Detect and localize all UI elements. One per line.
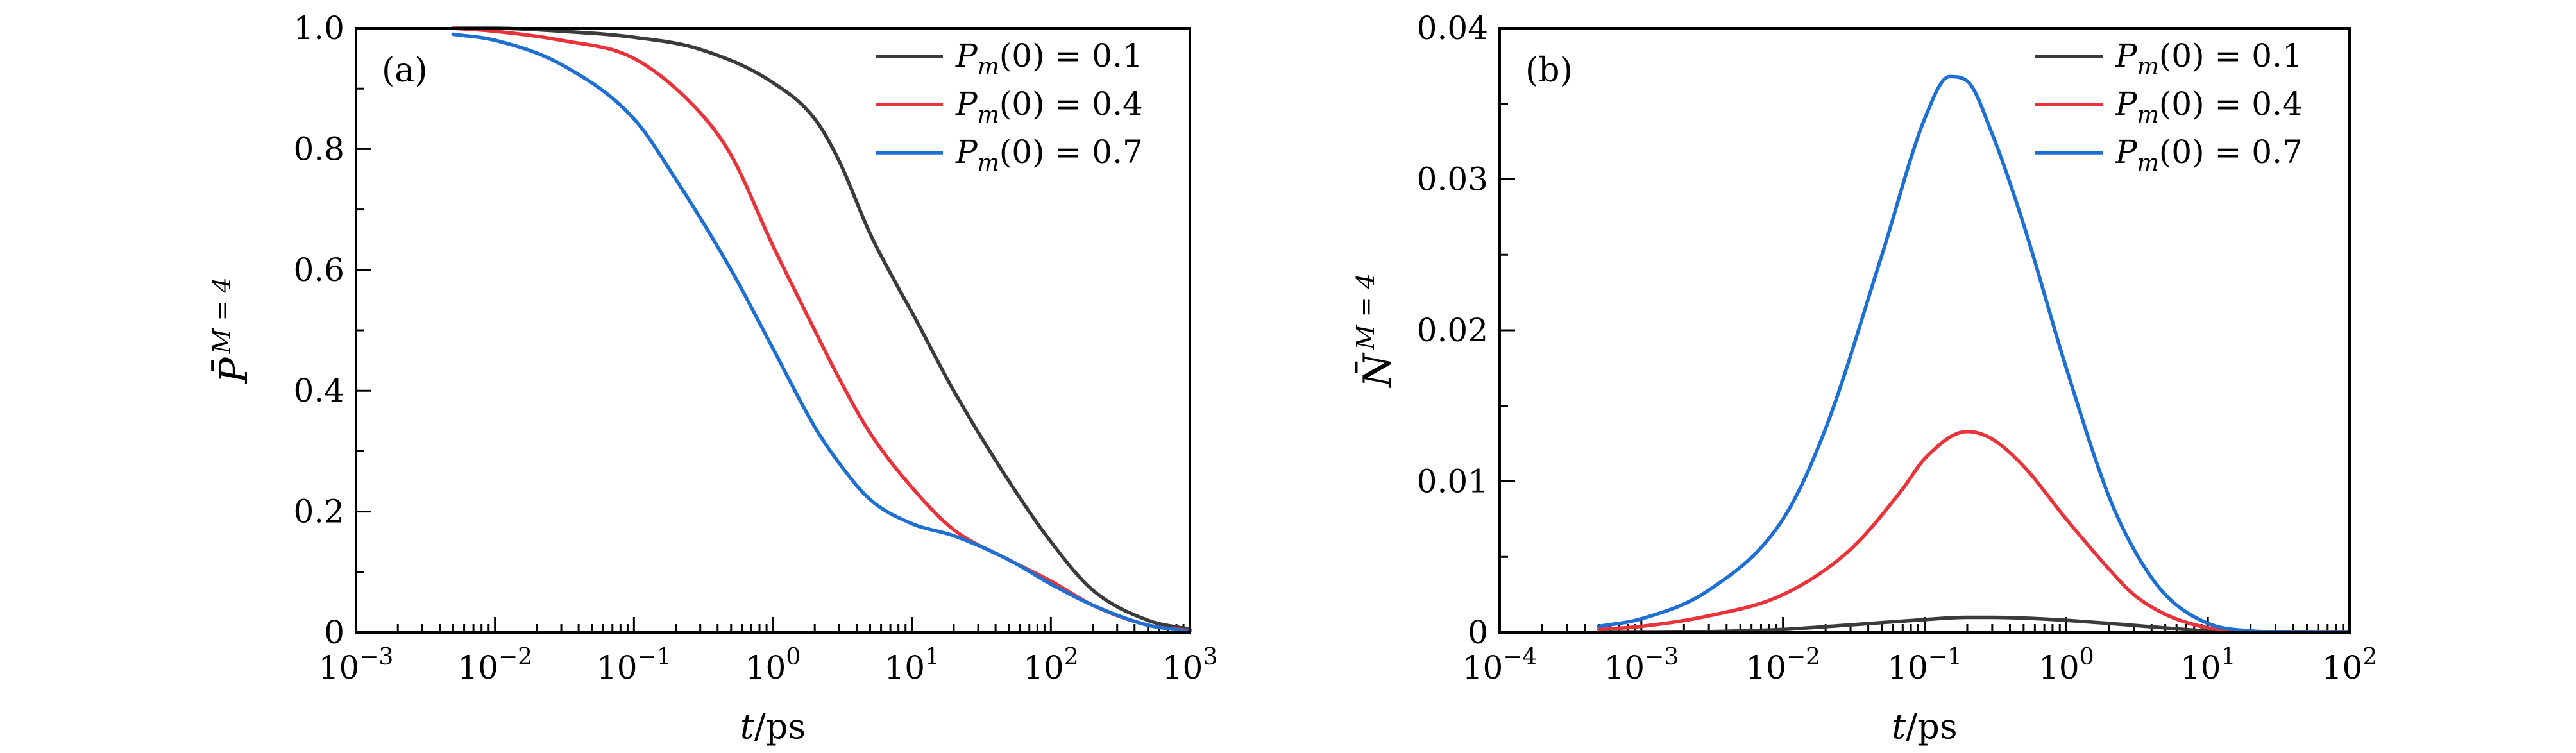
- panel-a-y-tick-label: 0.6: [293, 251, 344, 289]
- panel-a-x-tick-label: 10−2: [457, 644, 532, 686]
- panel-b-legend-entry-3: Pm(0) = 0.7: [2115, 133, 2303, 176]
- panel-a-frame: [355, 27, 1191, 634]
- panel-b-series-line-3: [1597, 74, 2351, 634]
- panel-a-y-tick-label: 0.4: [293, 372, 344, 409]
- panel-b-y-tick-label: 0.02: [1417, 312, 1488, 349]
- panel-b-legend-entry-1: Pm(0) = 0.1: [2115, 37, 2303, 80]
- panel-b-series-line-2: [1597, 430, 2351, 634]
- panel-a-x-tick-label: 10−1: [597, 644, 672, 686]
- panel-a-y-tick-label: 0.8: [293, 130, 344, 167]
- panel-b-y-tick-label: 0: [1468, 614, 1488, 651]
- panel-b-y-axis-label: N̄M = 4: [1352, 273, 1400, 389]
- panel-a-x-tick-label: 102: [1023, 644, 1079, 686]
- panel-b-frame: [1498, 27, 2351, 634]
- chart-panel-b: 10−4 10−3 10−2 10−1 100 101 102 0 0.01 0.02 0.03 0.…: [1352, 10, 2377, 747]
- panel-b-tick-labels: 10−4 10−3 10−2 10−1 100 101 102 0 0.01 0.02 0.03 0.…: [1417, 10, 2378, 686]
- chart-panel-a: 10−3 10−2 10−1 100 101 102 103 0 0.2 0.4 0.6 0.8 1.0…: [208, 10, 1217, 747]
- panel-a-x-tick-label: 100: [745, 644, 801, 686]
- panel-a-legend: Pm(0) = 0.1 Pm(0) = 0.4 Pm(0) = 0.7: [876, 37, 1143, 176]
- panel-a-legend-entry-2: Pm(0) = 0.4: [955, 85, 1143, 128]
- panel-a-ticks: [355, 27, 1191, 634]
- panel-b-y-tick-label: 0.03: [1417, 161, 1488, 198]
- panel-a-y-tick-label: 0.2: [293, 493, 344, 530]
- panel-b-x-tick-label: 10−3: [1604, 644, 1679, 686]
- panel-b-legend: Pm(0) = 0.1 Pm(0) = 0.4 Pm(0) = 0.7: [2035, 37, 2303, 176]
- panel-a-x-tick-label: 10−3: [319, 644, 394, 686]
- panel-b-x-tick-label: 10−1: [1887, 644, 1962, 686]
- panel-b-x-axis-label: t/ps: [1892, 706, 1957, 747]
- panel-a-tick-labels: 10−3 10−2 10−1 100 101 102 103 0 0.2 0.4 0.6 0.8 1.0: [293, 10, 1217, 686]
- panel-a-legend-entry-1: Pm(0) = 0.1: [955, 37, 1143, 80]
- panel-a-series-line-1: [451, 26, 1192, 632]
- panel-a-y-axis-label: P̄M = 4: [208, 277, 257, 384]
- panel-a-y-tick-label: 1.0: [293, 10, 344, 47]
- panel-a-series-line-2: [451, 26, 1192, 632]
- panel-b-y-tick-label: 0.04: [1417, 10, 1488, 47]
- panel-b-x-tick-label: 10−2: [1745, 644, 1820, 686]
- panel-b-x-tick-label: 100: [2038, 644, 2094, 686]
- panel-a-series: [451, 26, 1192, 633]
- panel-a-x-axis-label: t/ps: [740, 706, 806, 747]
- panel-a-x-tick-label: 103: [1162, 644, 1218, 686]
- panel-a-label: (a): [382, 51, 428, 90]
- panel-b-x-tick-label: 10−4: [1462, 644, 1538, 686]
- panel-b-x-tick-label: 102: [2322, 644, 2378, 686]
- panel-b-x-tick-label: 101: [2180, 644, 2236, 686]
- panel-b-label: (b): [1525, 51, 1573, 90]
- panel-b-y-tick-label: 0.01: [1417, 463, 1488, 500]
- panel-a-legend-entry-3: Pm(0) = 0.7: [955, 133, 1143, 176]
- panel-b-legend-entry-2: Pm(0) = 0.4: [2115, 85, 2303, 128]
- panel-a-y-tick-label: 0: [324, 614, 344, 651]
- panel-a-x-tick-label: 101: [884, 644, 940, 686]
- panel-a-series-line-3: [451, 32, 1192, 633]
